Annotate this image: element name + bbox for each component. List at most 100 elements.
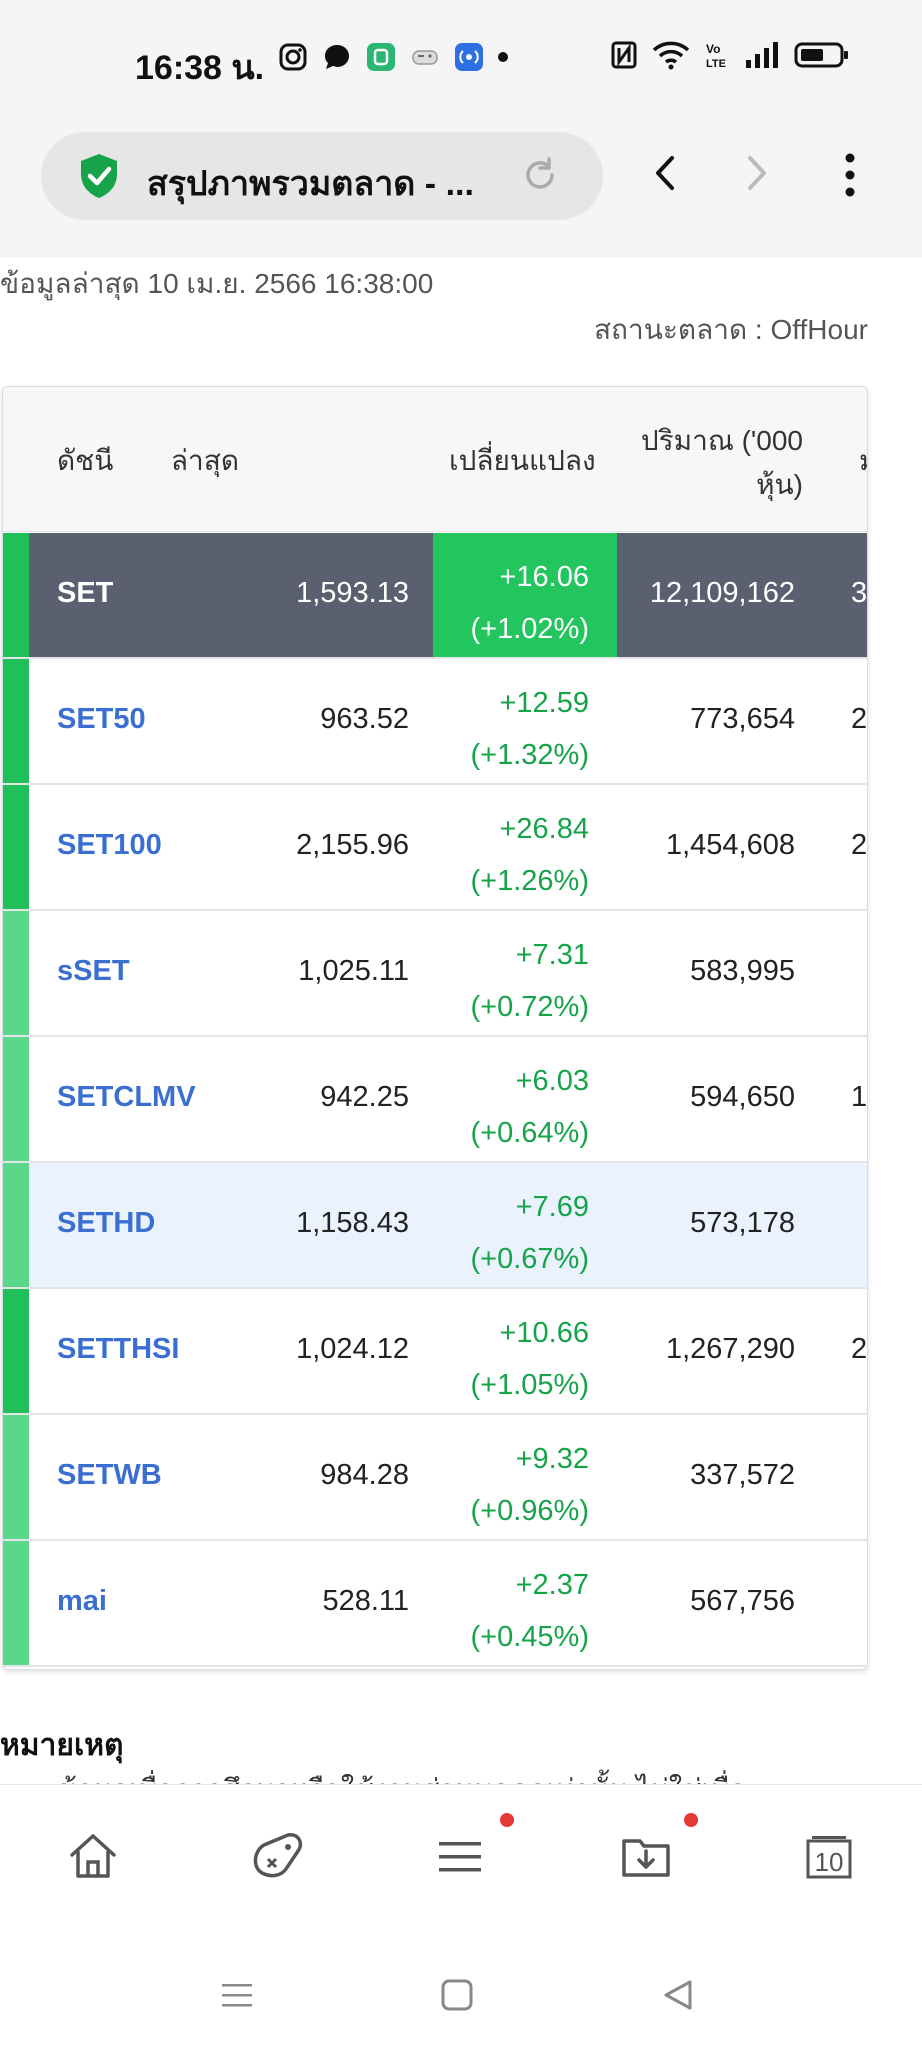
table-row[interactable]: SETTHSI 1,024.12 +10.66 (+1.05%) 1,267,29… (3, 1289, 867, 1415)
volume-value: 337,572 (690, 1459, 795, 1491)
index-name[interactable]: SETCLMV (57, 1081, 196, 1113)
menu-notification-dot (500, 1813, 514, 1827)
change-value: +10.66 (+1.05%) (470, 1317, 589, 1401)
notes-heading: หมายเหตุ (0, 1729, 124, 1762)
volume-value: 594,650 (690, 1081, 795, 1113)
system-navigation-bar (0, 1934, 922, 2048)
table-row[interactable]: sSET 1,025.11 +7.31 (+0.72%) 583,995 (3, 911, 867, 1037)
svg-text:Vo: Vo (706, 42, 720, 56)
truncated-value: 3 (851, 577, 868, 609)
status-icons-right: Vo LTE (610, 40, 850, 70)
table-row[interactable]: SETWB 984.28 +9.32 (+0.96%) 337,572 (3, 1415, 867, 1541)
table-row[interactable]: mai 528.11 +2.37 (+0.45%) 567,756 (3, 1541, 867, 1667)
change-value: +7.69 (+0.67%) (470, 1191, 589, 1275)
last-updated-text: ข้อมูลล่าสุด 10 เม.ย. 2566 16:38:00 (0, 268, 434, 299)
wifi-icon (652, 41, 690, 70)
trend-bar (3, 1415, 29, 1539)
page-title: สรุปภาพรวมตลาด - ... (147, 165, 474, 203)
trend-bar (3, 1541, 29, 1665)
truncated-value: 1 (851, 1081, 868, 1113)
volte-icon: Vo LTE (706, 42, 726, 70)
table-row[interactable]: SETHD 1,158.43 +7.69 (+0.67%) 573,178 (3, 1163, 867, 1289)
change-value: +6.03 (+0.64%) (470, 1065, 589, 1149)
trend-bar (3, 1163, 29, 1287)
status-time: 16:38 น. (135, 49, 265, 87)
battery-icon (794, 42, 848, 68)
change-value: +9.32 (+0.96%) (470, 1443, 589, 1527)
header-index[interactable]: ดัชนี (57, 445, 114, 476)
table-row[interactable]: SET100 2,155.96 +26.84 (+1.26%) 1,454,608… (3, 785, 867, 911)
change-highlight (433, 533, 617, 657)
tabs-count: 10 (814, 1847, 844, 1877)
trend-bar (3, 659, 29, 783)
trend-bar (3, 911, 29, 1035)
volume-value: 567,756 (690, 1585, 795, 1617)
back-button-icon[interactable] (660, 1978, 694, 2012)
app-store-icon (367, 43, 395, 71)
index-name[interactable]: SETTHSI (57, 1333, 180, 1365)
volume-value: 583,995 (690, 955, 795, 987)
tabs-icon (806, 1836, 852, 1879)
more-notifications-dot (498, 52, 508, 62)
signal-icon (746, 42, 778, 68)
svg-text:LTE: LTE (706, 58, 726, 70)
volume-value: 1,454,608 (665, 829, 795, 861)
volume-value: 773,654 (690, 703, 795, 735)
table-row[interactable]: SET 1,593.13 +16.06 (+1.02%) 12,109,162 3 (3, 533, 867, 659)
market-status-text: สถานะตลาด : OffHour (593, 314, 868, 345)
address-bar[interactable]: สรุปภาพรวมตลาด - ... (41, 132, 603, 220)
index-name[interactable]: SETWB (57, 1459, 162, 1491)
more-options-icon[interactable] (838, 150, 862, 200)
chat-bubble-icon (325, 45, 349, 69)
index-name[interactable]: SET50 (57, 703, 146, 735)
back-arrow-icon[interactable] (648, 152, 682, 194)
last-value: 1,158.43 (296, 1207, 409, 1239)
nfc-icon (611, 41, 637, 69)
index-name[interactable]: SET100 (57, 829, 162, 861)
last-value: 984.28 (320, 1459, 409, 1491)
forward-arrow-icon[interactable] (740, 152, 774, 194)
recent-apps-icon[interactable] (220, 1978, 254, 2012)
trend-bar (3, 1289, 29, 1413)
gamepad-icon (412, 50, 438, 65)
change-value: +2.37 (+0.45%) (470, 1569, 589, 1653)
truncated-value: 2 (851, 1333, 868, 1365)
trend-bar (3, 785, 29, 909)
header-change[interactable]: เปลี่ยนแปลง (449, 445, 596, 476)
downloads-icon[interactable] (620, 1829, 672, 1883)
index-name[interactable]: SETHD (57, 1207, 156, 1239)
truncated-value: 2 (851, 829, 868, 861)
index-name[interactable]: sSET (57, 955, 130, 987)
change-value: +16.06 (+1.02%) (470, 561, 589, 645)
reload-icon[interactable] (519, 154, 561, 196)
header-truncated: ม (859, 439, 867, 483)
header-volume[interactable]: ปริมาณ ('000 หุ้น) (640, 425, 803, 500)
last-value: 1,025.11 (298, 955, 409, 987)
last-value: 963.52 (320, 703, 409, 735)
last-value: 528.11 (322, 1585, 409, 1617)
trend-bar (3, 533, 29, 657)
browser-toolbar: สรุปภาพรวมตลาด - ... (0, 120, 922, 258)
home-icon[interactable] (66, 1829, 120, 1883)
notes-first-line: • ข้อมูลเพื่อการศึกษาหรือใช้งานส่วนบุคคล… (40, 1768, 746, 1784)
last-value: 1,024.12 (296, 1333, 409, 1365)
header-last[interactable]: ล่าสุด (170, 445, 239, 476)
status-bar: 16:38 น. Vo LTE (0, 0, 922, 120)
change-value: +7.31 (+0.72%) (470, 939, 589, 1023)
last-value: 1,593.13 (296, 577, 409, 609)
status-icons-left (278, 42, 508, 72)
game-icon[interactable] (248, 1829, 306, 1883)
volume-value: 12,109,162 (649, 577, 795, 609)
index-name[interactable]: SET (57, 577, 114, 609)
trend-bar (3, 1037, 29, 1161)
index-table: ดัชนี ล่าสุด เปลี่ยนแปลง ปริมาณ ('000 หุ… (2, 386, 868, 1670)
secure-shield-icon (81, 154, 117, 198)
home-button-icon[interactable] (440, 1978, 474, 2012)
table-row[interactable]: SET50 963.52 +12.59 (+1.32%) 773,654 2 (3, 659, 867, 785)
menu-icon[interactable] (436, 1829, 484, 1883)
last-value: 2,155.96 (296, 829, 409, 861)
index-name[interactable]: mai (57, 1585, 107, 1617)
volume-value: 573,178 (690, 1207, 795, 1239)
table-header: ดัชนี ล่าสุด เปลี่ยนแปลง ปริมาณ ('000 หุ… (3, 387, 867, 532)
table-row[interactable]: SETCLMV 942.25 +6.03 (+0.64%) 594,650 1 (3, 1037, 867, 1163)
